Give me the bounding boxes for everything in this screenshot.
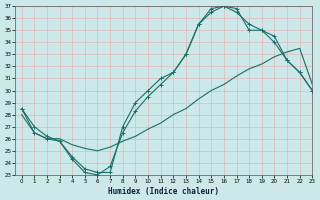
X-axis label: Humidex (Indice chaleur): Humidex (Indice chaleur) bbox=[108, 187, 219, 196]
